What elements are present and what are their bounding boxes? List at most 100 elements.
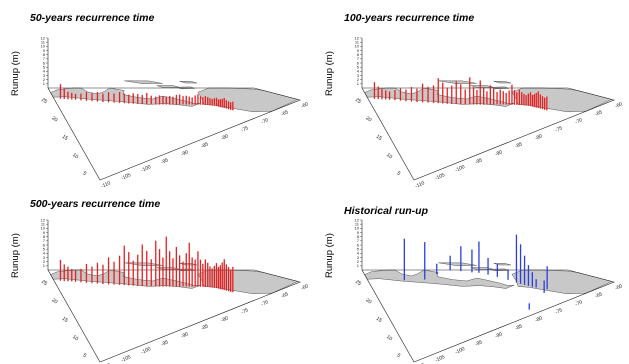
runup-bar	[137, 93, 139, 104]
runup-bar	[118, 92, 121, 103]
runup-bar	[213, 265, 215, 288]
runup-bar	[165, 97, 167, 105]
lat-tick-label: 15	[375, 316, 383, 324]
z-tick-label: 12	[41, 217, 46, 222]
runup-bar	[199, 259, 202, 287]
lon-tick-label: -60	[614, 283, 623, 292]
chart-title: Historical run-up	[344, 205, 429, 217]
runup-bar	[516, 92, 518, 105]
runup-bar	[80, 268, 82, 283]
runup-bar	[169, 95, 171, 105]
runup-bar	[529, 92, 532, 107]
lat-tick-label: 25	[40, 279, 48, 287]
z-tick-label: 3	[357, 255, 360, 260]
runup-bar	[531, 94, 534, 107]
runup-bar	[464, 89, 466, 105]
lon-tick-label: -65	[280, 291, 289, 300]
z-tick-label: 4	[357, 69, 360, 74]
z-tick-label: 4	[43, 69, 46, 74]
runup-bar	[165, 236, 167, 287]
runup-bar	[442, 82, 444, 104]
runup-bar	[424, 242, 426, 280]
map-frame	[47, 269, 301, 363]
lon-tick-label: -105	[434, 354, 446, 364]
lon-tick-label: -65	[594, 109, 603, 118]
runup-bar	[446, 87, 448, 104]
z-tick-label: 7	[43, 56, 46, 61]
land-south-america	[197, 269, 299, 295]
runup-bar	[194, 95, 196, 105]
lon-tick-label: -85	[514, 323, 523, 332]
land-north-central-america	[364, 269, 515, 289]
z-tick-label: 11	[355, 40, 360, 45]
z-tick-label: 2	[43, 259, 46, 264]
runup-bar	[209, 266, 211, 288]
runup-bar	[85, 264, 88, 283]
runup-bar	[155, 240, 157, 287]
z-tick-label: 4	[357, 251, 360, 256]
runup-bar	[146, 93, 148, 105]
land-island	[179, 262, 198, 266]
z-tick-label: 7	[357, 238, 360, 243]
runup-bar	[179, 255, 181, 287]
lat-tick-label: 20	[364, 115, 372, 123]
runup-bar	[217, 266, 220, 289]
runup-bar	[172, 96, 174, 105]
runup-bar	[455, 81, 457, 105]
runup-bar	[227, 101, 230, 110]
lon-tick-label: -100	[140, 346, 152, 356]
runup-bar	[102, 93, 104, 102]
runup-bar	[213, 98, 215, 106]
runup-bar	[505, 92, 507, 105]
runup-bar	[209, 98, 211, 106]
runup-bar	[107, 257, 110, 285]
runup-bar	[496, 92, 498, 105]
lat-tick-label: 25	[354, 97, 362, 105]
lat-tick-label: 15	[61, 316, 69, 324]
runup-bar	[185, 253, 187, 287]
runup-bar	[486, 91, 488, 105]
runup-bar	[381, 88, 383, 100]
runup-bar	[146, 250, 148, 287]
chart-plot: 123456789101112510152025-110-105-100-95-…	[354, 217, 624, 364]
runup-bar	[96, 262, 99, 284]
land-island	[124, 80, 163, 84]
land-south-america	[511, 87, 613, 113]
runup-bar	[63, 264, 65, 282]
chart-plot: 123456789101112510152025-110-105-100-95-…	[40, 217, 310, 364]
chart-title: 50-years recurrence time	[30, 12, 155, 24]
land-south-america	[511, 269, 613, 295]
lon-tick-label: -85	[200, 141, 209, 150]
runup-bar	[150, 95, 152, 105]
runup-bar	[546, 266, 548, 290]
runup-bar	[496, 264, 498, 277]
runup-bar	[204, 96, 206, 105]
z-tick-label: 1	[357, 81, 360, 86]
lon-tick-label: -60	[614, 101, 623, 110]
lat-tick-label: 25	[40, 97, 48, 105]
z-tick-label: 9	[357, 48, 360, 53]
runup-bar	[199, 96, 202, 105]
runup-bar	[141, 95, 143, 105]
runup-bar	[544, 97, 546, 110]
runup-bar	[137, 254, 139, 286]
z-tick-label: 9	[43, 230, 46, 235]
z-tick-label: 1	[43, 81, 46, 86]
lon-tick-label: -70	[574, 117, 583, 126]
runup-bar	[537, 91, 539, 108]
runup-bar	[158, 249, 161, 287]
runup-bar	[388, 91, 391, 100]
lon-tick-label: -110	[100, 180, 111, 190]
runup-bar	[508, 90, 510, 105]
runup-bar	[211, 98, 213, 106]
z-tick-label: 6	[357, 242, 360, 247]
runup-bar	[421, 83, 424, 103]
runup-bar	[469, 77, 471, 105]
z-tick-label: 12	[41, 35, 46, 40]
runup-bar	[219, 99, 221, 108]
lat-tick-label: 25	[354, 279, 362, 287]
runup-bar	[427, 86, 429, 103]
runup-bar	[74, 93, 77, 100]
lat-tick-label: 5	[396, 353, 402, 360]
lon-tick-label: -90	[494, 149, 503, 158]
